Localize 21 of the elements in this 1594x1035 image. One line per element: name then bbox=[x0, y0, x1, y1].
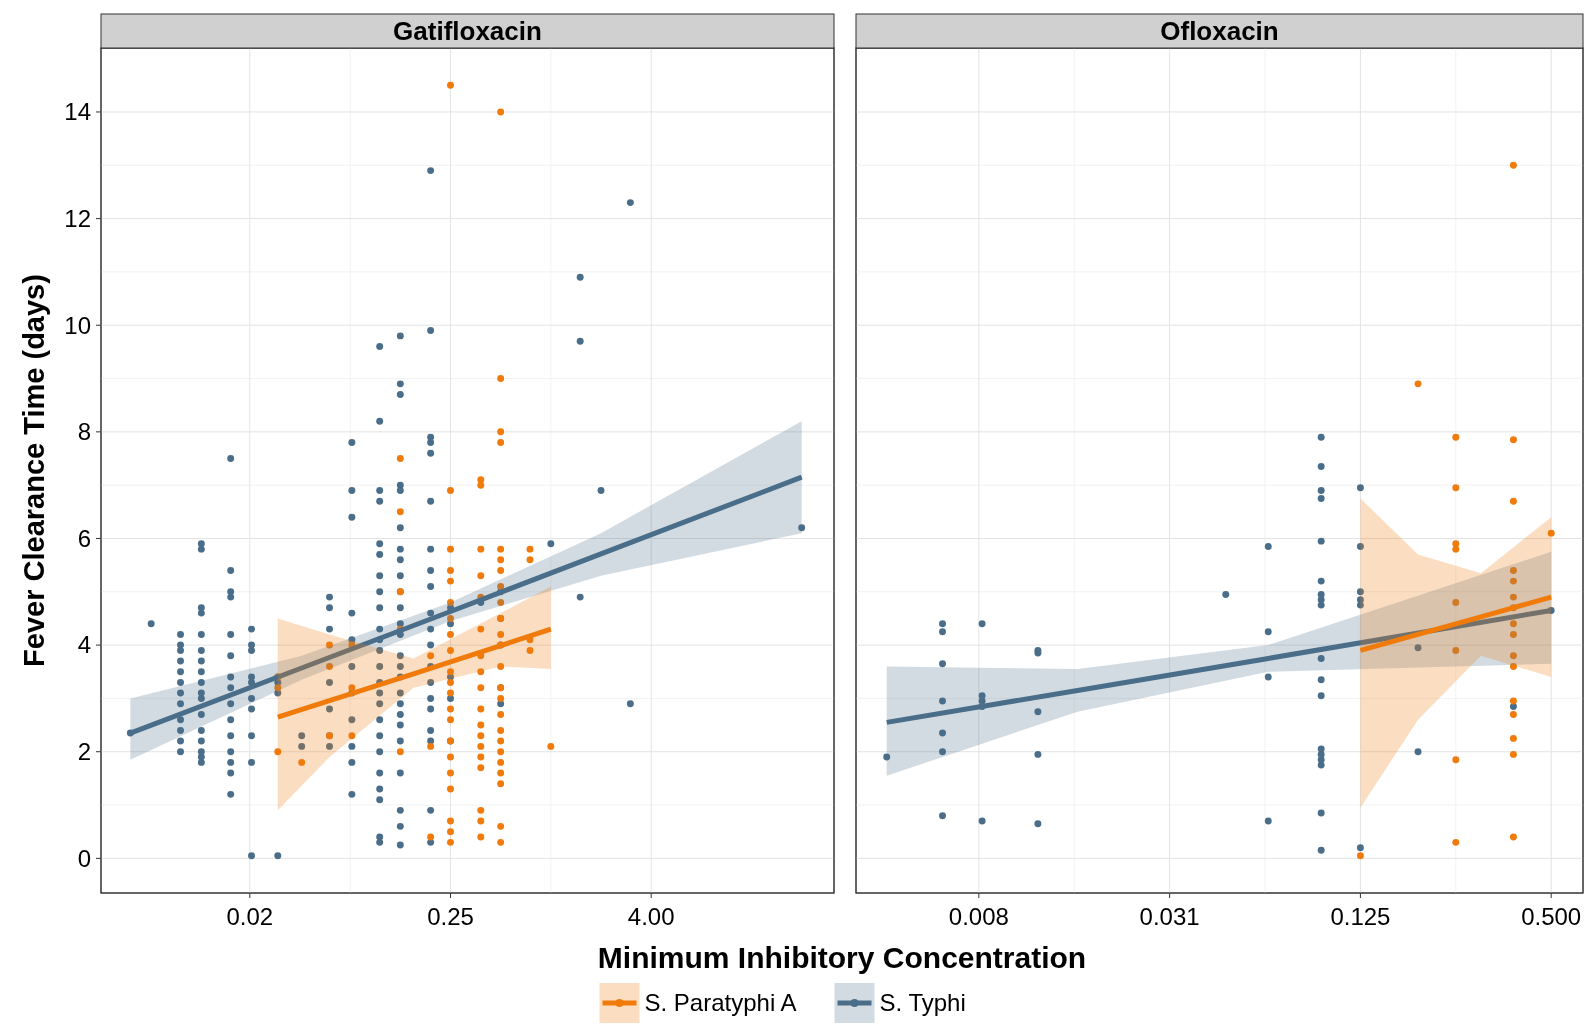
x-tick-label: 4.00 bbox=[627, 903, 675, 930]
x-tick-label: 0.031 bbox=[1139, 903, 1200, 930]
y-tick-label: 6 bbox=[77, 524, 91, 552]
y-tick-label: 12 bbox=[64, 205, 91, 232]
legend-label: S. Paratyphi A bbox=[644, 989, 797, 1017]
chart-title: Ofloxacin bbox=[1160, 16, 1279, 47]
x-tick-label: 0.25 bbox=[427, 903, 474, 930]
legend-label: S. Typhi bbox=[879, 989, 966, 1017]
x-tick-label: 0.02 bbox=[226, 903, 274, 930]
y-axis-title: Fever Clearance Time (days) bbox=[18, 274, 50, 667]
x-tick-label: 0.008 bbox=[948, 903, 1009, 930]
x-axis-title: Minimum Inhibitory Concentration bbox=[597, 941, 1087, 974]
y-tick-label: 8 bbox=[77, 418, 91, 446]
y-tick-label: 4 bbox=[77, 631, 91, 659]
y-tick-label: 10 bbox=[64, 311, 91, 339]
x-tick-label: 0.125 bbox=[1330, 903, 1391, 930]
y-tick-label: 0 bbox=[77, 844, 91, 872]
chart-title: Gatifloxacin bbox=[393, 16, 542, 47]
y-tick-label: 14 bbox=[64, 98, 91, 126]
x-tick-label: 0.500 bbox=[1521, 903, 1582, 930]
y-tick-label: 2 bbox=[77, 738, 91, 766]
